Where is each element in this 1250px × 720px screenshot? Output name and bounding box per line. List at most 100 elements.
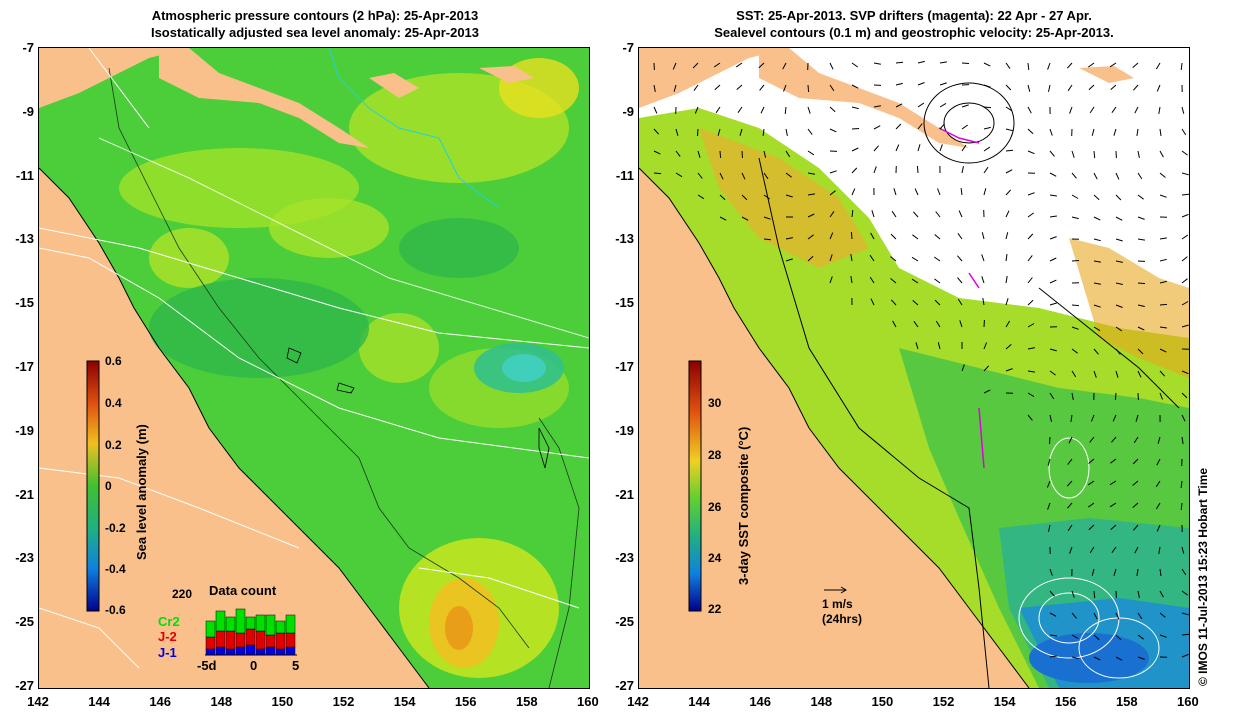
sea-level-map-panel[interactable]: Data count	[38, 47, 590, 689]
sst-map-panel[interactable]	[638, 47, 1190, 689]
hist-bar-J-2	[275, 632, 286, 650]
right-x-tick: 148	[810, 694, 833, 709]
right-y-tick: -19	[615, 422, 634, 438]
data-count-title: Data count	[209, 583, 277, 598]
sst-tick-30: 30	[708, 396, 722, 410]
left-x-tick: 154	[393, 694, 416, 709]
left-y-tick: -7	[22, 40, 34, 55]
sla-tick-2: 0.2	[105, 438, 122, 452]
left-y-tick: -13	[15, 231, 34, 247]
hist-bar-Cr2	[255, 614, 266, 632]
hist-bar-J-2	[245, 628, 256, 646]
right-x-tick: 158	[1115, 694, 1138, 709]
right-y-tick: -25	[615, 614, 634, 630]
sst-tick-26: 26	[708, 500, 722, 514]
right-y-tick: -11	[615, 167, 634, 183]
right-y-tick: -23	[615, 550, 634, 566]
hist-bar-J-2	[235, 632, 246, 648]
hist-bar-J-2	[255, 630, 266, 650]
legend-j2: J-2	[158, 629, 177, 644]
sla-colorbar	[86, 360, 100, 612]
left-x-tick: 158	[515, 694, 538, 709]
left-x-tick: 144	[88, 694, 110, 709]
left-x-tick: 148	[210, 694, 233, 709]
hist-bar-Cr2	[225, 616, 236, 632]
hist-tick-end: 5	[292, 658, 300, 673]
data-count-histogram: Data count	[205, 583, 297, 656]
hist-bar-Cr2	[235, 608, 246, 634]
sst-colorbar	[688, 360, 702, 612]
right-x-tick: 146	[749, 694, 772, 709]
left-x-tick: 150	[271, 694, 294, 709]
hist-bar-J-1	[255, 648, 266, 656]
sst-tick-28: 28	[708, 448, 722, 462]
right-y-tick: -17	[615, 359, 634, 374]
right-y-tick: -9	[622, 103, 634, 119]
hist-bar-J-2	[225, 630, 236, 650]
hist-bar-Cr2	[215, 610, 226, 632]
left-title-line1: Atmospheric pressure contours (2 hPa): 2…	[151, 8, 479, 23]
hist-bar-Cr2	[245, 616, 256, 630]
right-y-tick: -13	[615, 231, 634, 247]
right-x-tick: 160	[1177, 694, 1199, 709]
hist-bar-Cr2	[205, 620, 216, 638]
left-x-tick: 146	[149, 694, 172, 709]
left-y-tick: -19	[15, 422, 34, 438]
scale-label-speed: 1 m/s	[822, 597, 853, 611]
left-y-tick: -9	[22, 103, 34, 119]
data-count-max: 220	[172, 587, 193, 601]
hist-bar-Cr2	[275, 620, 286, 634]
right-y-tick: -21	[615, 486, 634, 502]
sst-tick-22: 22	[708, 602, 722, 616]
sla-tick-4: -0.2	[105, 521, 126, 535]
hist-bar-J-1	[215, 646, 226, 656]
right-x-tick: 154	[993, 694, 1016, 709]
right-title-line1: SST: 25-Apr-2013. SVP drifters (magenta)…	[736, 8, 1092, 23]
right-x-tick: 144	[688, 694, 710, 709]
left-x-tick: 152	[332, 694, 355, 709]
hist-tick-start: -5d	[197, 658, 217, 673]
hist-bar-Cr2	[285, 614, 296, 634]
right-y-tick: -15	[615, 295, 634, 311]
hist-bar-J-1	[275, 648, 286, 656]
right-title-line2: Sealevel contours (0.1 m) and geostrophi…	[714, 25, 1114, 40]
sst-map	[639, 48, 1189, 688]
hist-bar-J-1	[285, 646, 296, 656]
left-x-tick: 160	[577, 694, 599, 709]
hist-bar-J-1	[265, 646, 276, 656]
left-y-tick: -17	[15, 359, 34, 374]
right-x-tick: 156	[1054, 694, 1077, 709]
scale-label-duration: (24hrs)	[822, 612, 863, 626]
left-title-line2: Isostatically adjusted sea level anomaly…	[150, 25, 480, 40]
right-x-tick: 152	[932, 694, 955, 709]
right-y-tick: -7	[622, 40, 634, 55]
credit-text: © IMOS 11-Jul-2013 15:23 Hobart Time	[1196, 467, 1210, 686]
left-x-tick: 156	[454, 694, 477, 709]
legend-cr2: Cr2	[158, 614, 180, 629]
hist-bar-J-1	[205, 648, 216, 656]
sla-tick-5: -0.4	[105, 562, 126, 576]
left-y-tick: -23	[15, 550, 34, 566]
right-x-tick: 142	[627, 694, 649, 709]
sst-tick-24: 24	[708, 551, 722, 565]
hist-bar-J-1	[235, 646, 246, 656]
hist-bar-J-1	[245, 644, 256, 656]
left-y-tick: -15	[15, 295, 34, 311]
left-y-tick: -11	[15, 167, 34, 183]
sst-colorbar-label: 3-day SST composite (°C)	[736, 426, 751, 585]
hist-bar-J-2	[215, 630, 226, 648]
sea-level-map: Data count	[39, 48, 589, 688]
sla-colorbar-label: Sea level anomaly (m)	[134, 424, 149, 560]
right-y-tick: -27	[615, 678, 634, 693]
left-x-tick: 142	[27, 694, 49, 709]
legend-j1: J-1	[158, 645, 177, 660]
hist-bar-J-1	[225, 648, 236, 656]
sla-tick-3: 0	[105, 479, 112, 493]
hist-tick-zero: 0	[250, 658, 258, 673]
sla-tick-0: 0.6	[105, 354, 122, 368]
hist-bar-J-2	[265, 634, 276, 648]
hist-bar-J-2	[285, 632, 296, 648]
hist-bar-J-2	[205, 636, 216, 650]
hist-bar-Cr2	[265, 614, 276, 636]
sla-tick-6: -0.6	[105, 603, 126, 617]
